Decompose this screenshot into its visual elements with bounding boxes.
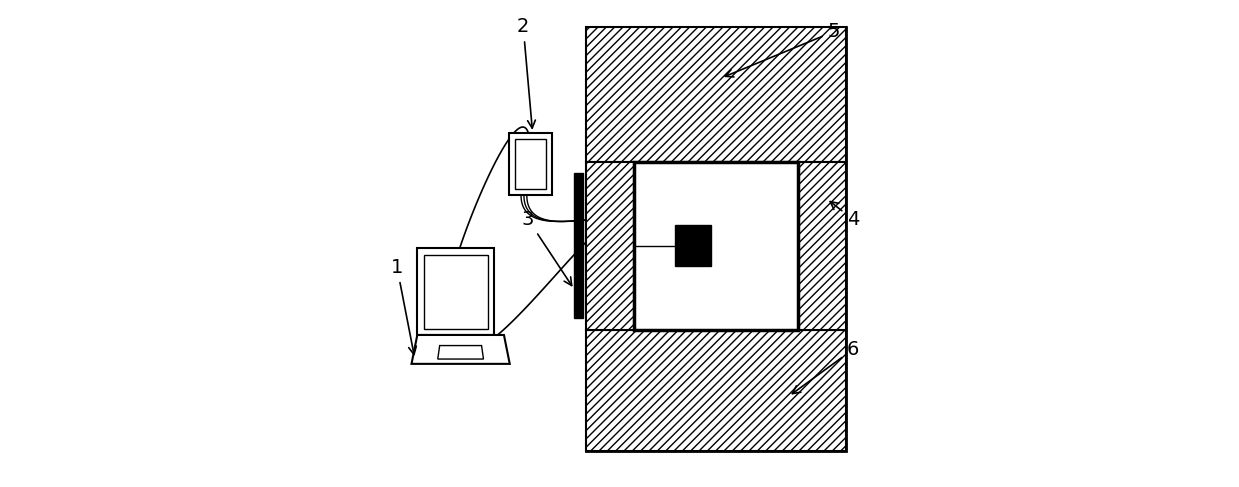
Polygon shape xyxy=(411,335,509,364)
Bar xyxy=(574,173,582,318)
Text: 4: 4 xyxy=(830,202,859,229)
Bar xyxy=(586,27,846,162)
Bar xyxy=(509,133,553,195)
Bar xyxy=(586,162,634,330)
Bar xyxy=(586,27,846,450)
Text: 3: 3 xyxy=(522,210,571,285)
Bar xyxy=(675,225,711,266)
Bar xyxy=(634,162,798,330)
Bar xyxy=(515,139,546,189)
Text: 2: 2 xyxy=(517,18,535,128)
Bar xyxy=(418,248,494,335)
Bar xyxy=(798,162,846,330)
Polygon shape xyxy=(437,346,483,359)
Bar xyxy=(586,330,846,450)
Text: 1: 1 xyxy=(390,258,416,355)
Bar xyxy=(424,255,488,329)
Text: 5: 5 xyxy=(725,22,840,77)
Text: 6: 6 xyxy=(792,340,859,393)
